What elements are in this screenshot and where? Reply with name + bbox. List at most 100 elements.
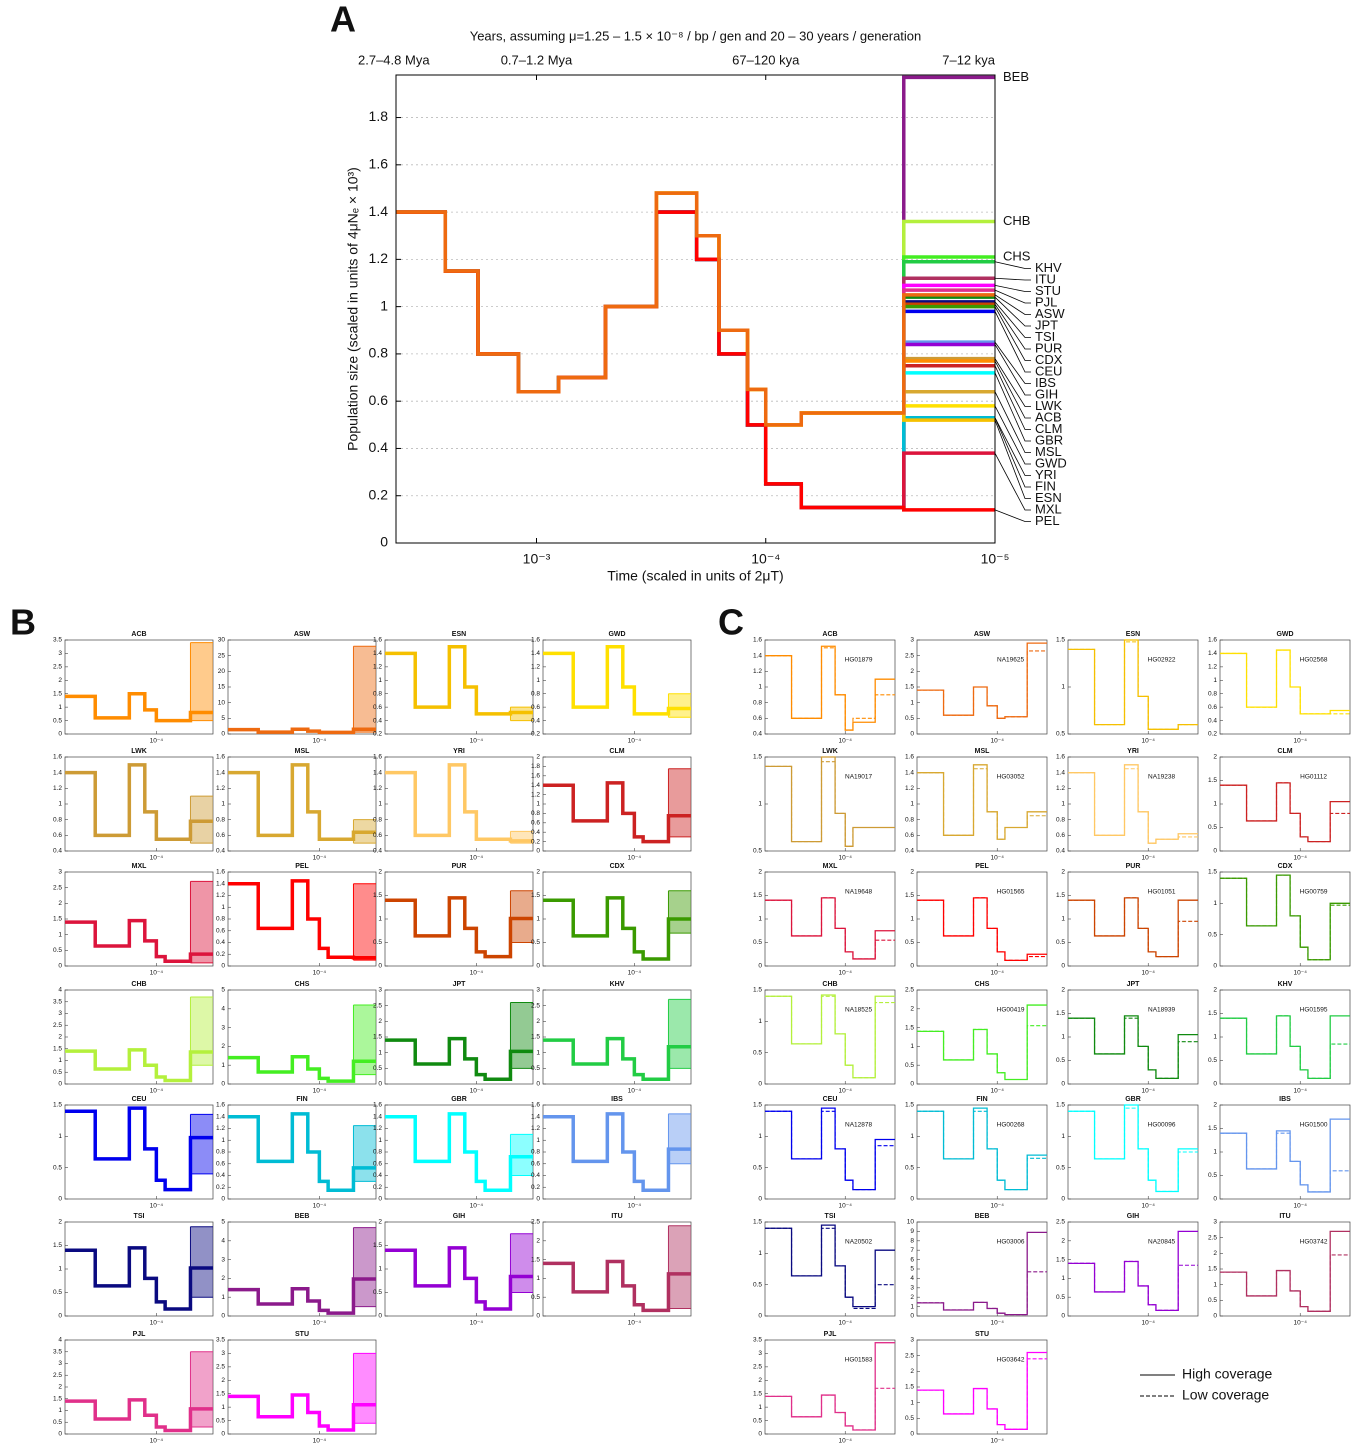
small-title: LWK <box>822 748 838 755</box>
x-tick-label: 10⁻⁴ <box>1142 1088 1156 1095</box>
y-tick-label: 1.6 <box>373 754 382 761</box>
y-tick-label: 0 <box>910 1081 914 1088</box>
y-tick-label: 1.5 <box>905 1102 914 1109</box>
y-tick-label: 1.6 <box>216 1102 225 1109</box>
y-tick-label: 0.5 <box>753 1281 762 1288</box>
y-tick-label: 2 <box>758 1377 762 1384</box>
low-coverage-line <box>917 1110 1047 1191</box>
y-tick-label: 0.6 <box>531 820 540 827</box>
small-frame <box>764 1104 896 1200</box>
series-label: JPT <box>1035 317 1058 332</box>
y-tick-label: 1 <box>221 904 225 911</box>
series-label: CLM <box>1035 421 1062 436</box>
y-tick-label: 1.5 <box>53 916 62 923</box>
y-tick-label: 1 <box>758 684 762 691</box>
high-coverage-line <box>65 1106 213 1192</box>
small-title: GWD <box>1276 631 1293 638</box>
y-tick-label: 0 <box>380 534 388 550</box>
small-title: GBR <box>1125 1096 1141 1103</box>
y-tick-label: 0 <box>221 1196 225 1203</box>
bootstrap-range <box>353 1005 376 1075</box>
y-tick-label: 1.4 <box>1208 650 1217 657</box>
leader-line <box>994 405 1031 465</box>
y-tick-label: 1 <box>910 1133 914 1140</box>
y-tick-label: 0.4 <box>373 717 382 724</box>
y-tick-label: 1 <box>58 1057 62 1064</box>
small-title: CHB <box>822 981 837 988</box>
sample-id: HG00759 <box>1300 889 1328 896</box>
small-title: FIN <box>976 1096 987 1103</box>
y-tick-label: 0.6 <box>905 832 914 839</box>
y-tick-label: 0.5 <box>531 1065 540 1072</box>
y-tick-label: 2 <box>1213 1102 1217 1109</box>
panel-letter: C <box>718 602 744 643</box>
y-tick-label: 1.2 <box>373 664 382 671</box>
y-tick-label: 1.5 <box>531 892 540 899</box>
panel-letter: B <box>10 602 36 643</box>
y-tick-label: 3 <box>221 1024 225 1031</box>
y-tick-label: 3.5 <box>53 1348 62 1355</box>
y-tick-label: 1.5 <box>1208 1266 1217 1273</box>
low-coverage-line <box>1220 1132 1350 1193</box>
small-frame <box>764 1221 896 1317</box>
y-tick-label: 1.2 <box>905 785 914 792</box>
x-tick-label: 10⁻⁴ <box>839 1438 853 1445</box>
y-tick-label: 1 <box>758 1133 762 1140</box>
y-tick-label: 1.2 <box>216 1125 225 1132</box>
high-coverage-line <box>228 763 376 841</box>
high-coverage-line <box>65 1246 213 1311</box>
y-tick-label: 0 <box>221 963 225 970</box>
y-tick-label: 0.8 <box>531 1149 540 1156</box>
y-tick-label: 2 <box>58 1034 62 1041</box>
y-tick-label: 1.6 <box>1208 637 1217 644</box>
leader-line <box>994 417 1031 488</box>
y-tick-label: 1.4 <box>905 769 914 776</box>
series-label: CDX <box>1035 352 1063 367</box>
y-tick-label: 1 <box>58 801 62 808</box>
small-frame <box>542 639 692 735</box>
y-tick-label: 1.4 <box>216 1113 225 1120</box>
bootstrap-range <box>190 997 213 1066</box>
small-frame <box>227 989 377 1085</box>
bootstrap-range <box>190 642 213 721</box>
y-tick-label: 0 <box>758 1081 762 1088</box>
small-title: CDX <box>1278 863 1293 870</box>
leader-line <box>994 417 1031 476</box>
low-coverage-line <box>765 1227 895 1310</box>
bootstrap-range <box>353 1353 376 1424</box>
y-tick-label: 1.2 <box>1056 785 1065 792</box>
y-tick-label: 1 <box>1061 916 1065 923</box>
low-coverage-line <box>765 761 895 847</box>
low-coverage-line <box>765 897 895 960</box>
y-tick-label: 0.5 <box>753 1049 762 1056</box>
high-coverage-line <box>385 644 533 716</box>
y-tick-label: 4 <box>910 1275 914 1282</box>
population-line <box>396 191 995 427</box>
y-tick-label: 2 <box>1061 869 1065 876</box>
y-tick-label: 1 <box>378 1049 382 1056</box>
x-tick-label: 10⁻⁴ <box>313 1320 327 1327</box>
y-tick-label: 3.5 <box>753 1337 762 1344</box>
small-title: PEL <box>975 863 989 870</box>
y-tick-label: 0.6 <box>53 832 62 839</box>
small-title: CDX <box>610 863 625 870</box>
series-label: CHB <box>1003 213 1030 228</box>
small-title: PEL <box>295 863 309 870</box>
y-tick-label: 2 <box>910 1294 914 1301</box>
low-coverage-line <box>1220 649 1350 715</box>
y-tick-label: 0.5 <box>753 848 762 855</box>
y-tick-label: 1.4 <box>753 652 762 659</box>
x-tick-label: 10⁻⁴ <box>150 1203 164 1210</box>
y-tick-label: 1.2 <box>531 791 540 798</box>
low-coverage-line <box>1068 1017 1198 1079</box>
y-tick-label: 0.8 <box>531 810 540 817</box>
y-tick-label: 1.5 <box>373 1242 382 1249</box>
y-tick-label: 0.8 <box>369 345 389 361</box>
y-tick-label: 2.5 <box>905 987 914 994</box>
y-tick-label: 0.5 <box>1208 824 1217 831</box>
y-tick-label: 1 <box>378 916 382 923</box>
small-frame <box>227 1339 377 1435</box>
y-tick-label: 1.5 <box>753 1219 762 1226</box>
x-tick-label: 10⁻⁴ <box>751 551 780 567</box>
y-tick-label: 5 <box>221 715 225 722</box>
